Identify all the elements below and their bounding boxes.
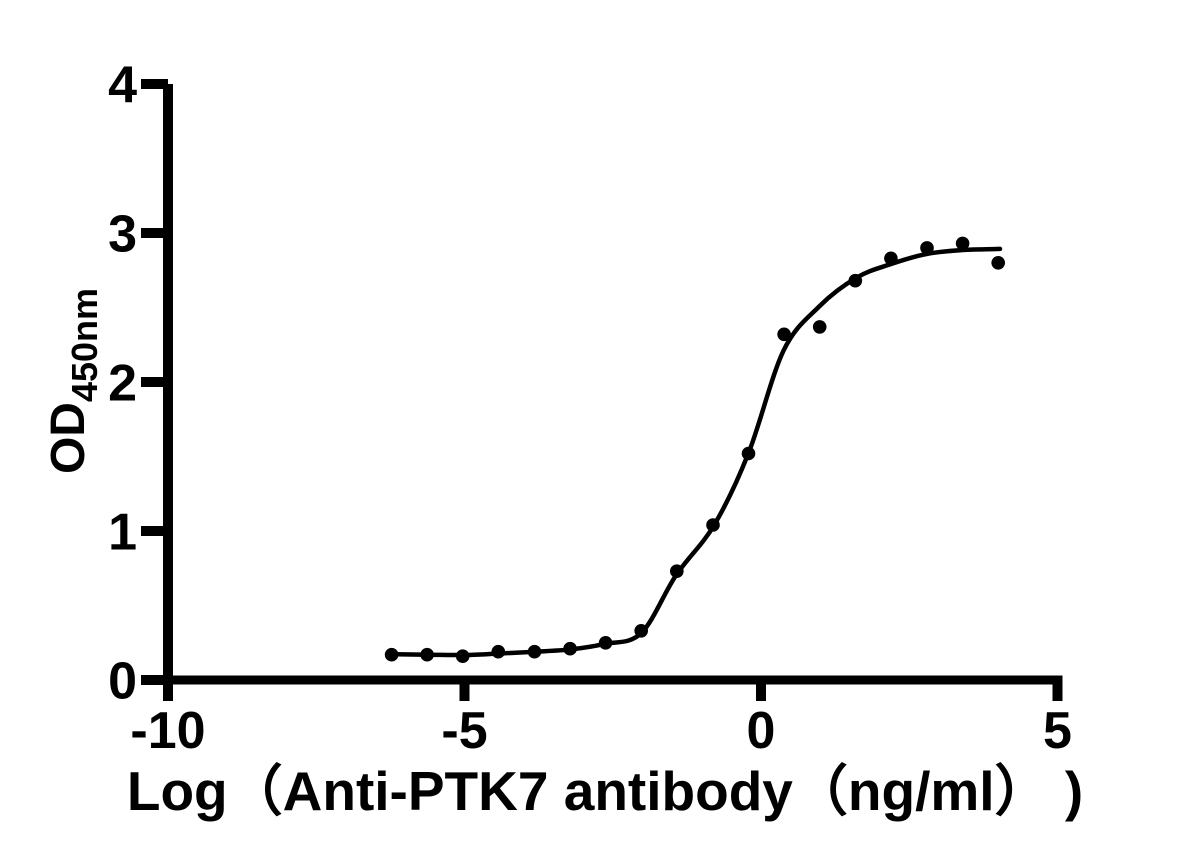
y-axis-tick-label: 1 xyxy=(108,504,137,562)
data-point xyxy=(598,636,613,650)
data-point xyxy=(991,255,1005,270)
y-axis-tick-label: 0 xyxy=(108,653,137,711)
x-axis-label: Log（Anti-PTK7 antibody（ng/ml） ) xyxy=(126,760,1084,822)
data-point xyxy=(920,241,934,255)
data-point xyxy=(741,446,756,461)
data-point xyxy=(563,641,577,656)
y-axis-label-subscript: 450nm xyxy=(64,287,105,403)
data-point xyxy=(955,236,970,251)
x-axis-tick-label: 0 xyxy=(747,702,776,760)
data-point xyxy=(884,251,898,266)
data-point xyxy=(706,518,720,532)
y-axis-tick-label: 2 xyxy=(108,355,137,413)
fit-curve xyxy=(385,246,1003,658)
data-point xyxy=(812,320,827,334)
y-axis-tick-label: 4 xyxy=(108,57,137,115)
data-point xyxy=(527,644,542,659)
data-point xyxy=(420,647,434,662)
data-point xyxy=(384,647,399,662)
data-point xyxy=(670,564,684,578)
x-axis-tick-label: -5 xyxy=(441,702,487,760)
data-point xyxy=(455,649,470,663)
data-point xyxy=(848,273,863,288)
data-point xyxy=(777,327,791,342)
data-point xyxy=(491,644,506,659)
y-axis-label-main: OD xyxy=(42,402,95,475)
data-point xyxy=(634,624,648,638)
y-axis-label: OD450nm xyxy=(42,287,105,475)
y-axis-tick-label: 3 xyxy=(108,206,137,264)
x-axis-tick-label: -10 xyxy=(130,702,205,760)
x-axis-tick-label: 5 xyxy=(1043,702,1072,760)
